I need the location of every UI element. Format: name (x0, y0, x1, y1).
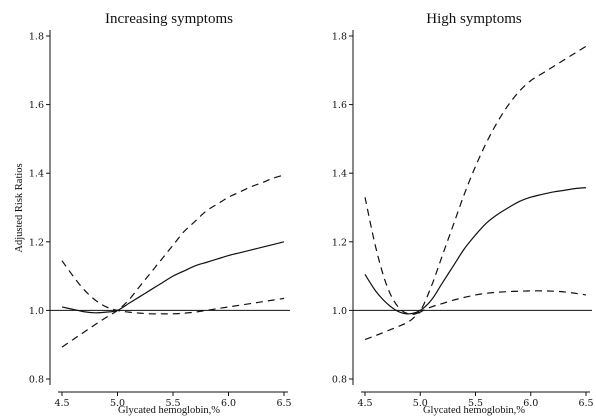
panel-increasing-symptoms: Increasing symptoms Glycated hemoglobin,… (29, 11, 292, 416)
y-tick-label: 1.8 (332, 32, 347, 43)
series-line-ci-bound (61, 260, 285, 315)
y-tick-label: 1.0 (332, 306, 347, 317)
panel-title-increasing: Increasing symptoms (105, 11, 233, 27)
panel-title-high: High symptoms (426, 11, 522, 27)
series-line-estimate (61, 241, 285, 314)
y-tick-label: 1.4 (29, 169, 44, 180)
y-tick-label: 1.8 (29, 32, 44, 43)
x-tick-label: 6.0 (221, 398, 236, 409)
panel-high-symptoms: High symptoms Glycated hemoglobin,% 0.8 1… (332, 11, 594, 416)
x-tick-label: 5.0 (413, 398, 428, 409)
y-tick-label: 1.0 (29, 306, 44, 317)
series-line-ci-bound (364, 45, 587, 315)
y-tick-label: 0.8 (332, 375, 347, 386)
y-tick-label: 0.8 (29, 375, 44, 386)
x-tick-label: 5.0 (110, 398, 125, 409)
series-line-ci-bound (364, 290, 587, 341)
y-tick-label: 1.2 (332, 237, 347, 248)
y-tick-label: 1.4 (332, 169, 347, 180)
y-tick-label: 1.6 (332, 100, 347, 111)
x-axis-title-high: Glycated hemoglobin,% (423, 405, 525, 416)
y-axis-title: Adjusted Risk Ratios (14, 163, 25, 252)
y-tick-label: 1.2 (29, 237, 44, 248)
x-tick-label: 4.5 (54, 398, 69, 409)
x-tick-label: 5.5 (468, 398, 483, 409)
series-line-estimate (364, 187, 587, 315)
x-tick-label: 6.0 (523, 398, 538, 409)
y-tick-label: 1.6 (29, 100, 44, 111)
x-axis-title-increasing: Glycated hemoglobin,% (118, 405, 220, 416)
x-tick-label: 4.5 (357, 398, 372, 409)
x-tick-label: 6.5 (276, 398, 291, 409)
series-line-ci-bound (61, 174, 285, 348)
x-tick-label: 5.5 (165, 398, 180, 409)
x-tick-label: 6.5 (578, 398, 593, 409)
